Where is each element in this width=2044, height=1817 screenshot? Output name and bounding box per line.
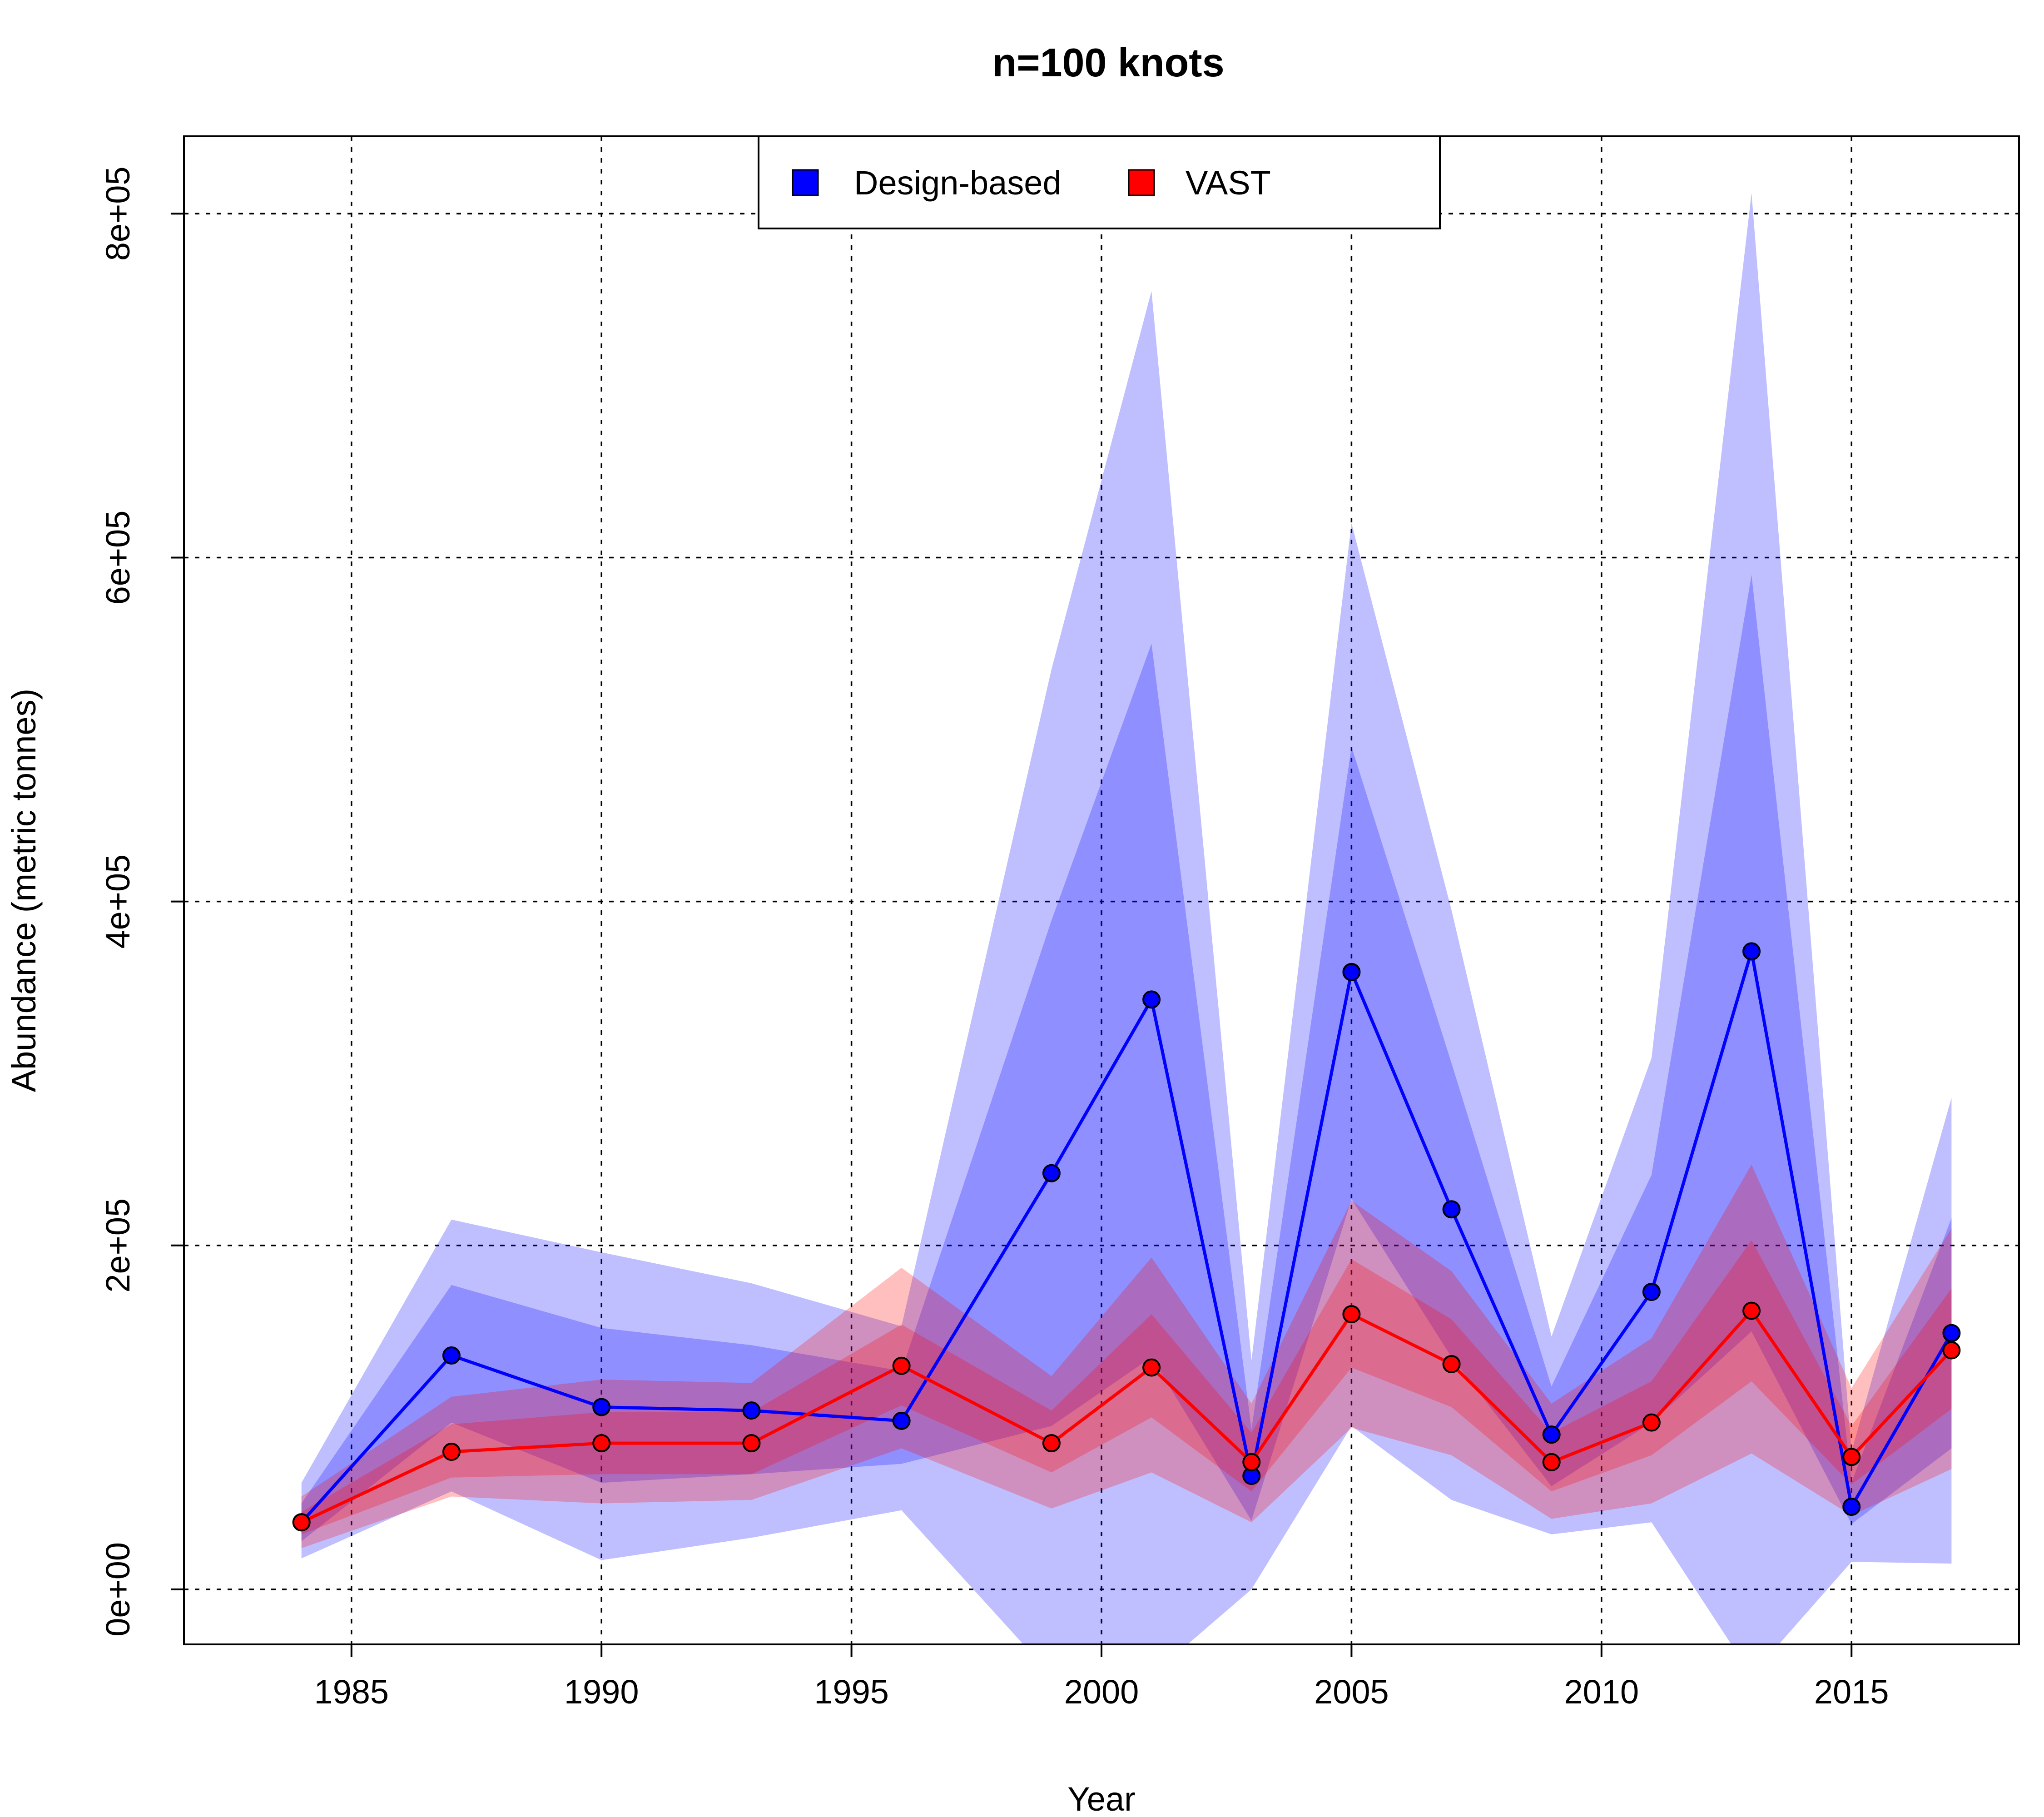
- x-tick-label: 1985: [314, 1673, 389, 1711]
- data-point-design-based: [592, 1398, 611, 1416]
- legend-box: [758, 135, 1441, 229]
- inner-band-design-based: [301, 575, 1952, 1541]
- data-point-design-based: [1342, 963, 1361, 981]
- data-point-vast: [592, 1434, 611, 1453]
- data-point-vast: [892, 1356, 911, 1375]
- data-point-vast: [1142, 1358, 1161, 1377]
- y-tick-label: 0e+00: [99, 1542, 137, 1637]
- x-tick-label: 2015: [1814, 1673, 1889, 1711]
- data-point-vast: [1342, 1305, 1361, 1324]
- data-point-vast: [1242, 1453, 1261, 1471]
- data-point-design-based: [1942, 1324, 1961, 1342]
- chart-title: n=100 knots: [992, 40, 1224, 85]
- data-point-design-based: [442, 1346, 461, 1365]
- data-point-design-based: [1542, 1425, 1561, 1444]
- x-tick-label: 1995: [814, 1673, 889, 1711]
- data-point-design-based: [1142, 990, 1161, 1009]
- x-axis-label: Year: [1067, 1780, 1136, 1817]
- data-point-design-based: [892, 1411, 911, 1430]
- data-point-design-based: [1442, 1200, 1461, 1219]
- y-tick-label: 8e+05: [99, 166, 137, 261]
- outer-band-vast: [301, 1164, 1952, 1548]
- x-tick-label: 2005: [1314, 1673, 1389, 1711]
- series-points: [292, 942, 1961, 1532]
- data-point-vast: [1842, 1448, 1861, 1466]
- data-point-vast: [1042, 1434, 1061, 1453]
- x-tick-label: 1990: [564, 1673, 639, 1711]
- data-point-design-based: [1842, 1498, 1861, 1516]
- y-tick-label: 4e+05: [99, 854, 137, 949]
- data-point-design-based: [1742, 942, 1761, 961]
- legend: Design-based VAST: [758, 135, 1441, 229]
- y-tick-label: 6e+05: [99, 511, 137, 605]
- data-point-vast: [1942, 1341, 1961, 1360]
- data-point-design-based: [742, 1401, 761, 1420]
- legend-label-vast: VAST: [1186, 164, 1271, 202]
- legend-swatch-design-based: [792, 169, 819, 196]
- outer-band-design-based: [301, 193, 1952, 1644]
- data-point-vast: [1642, 1413, 1661, 1432]
- data-point-vast: [742, 1434, 761, 1453]
- y-axis: 0e+00 2e+05 4e+05 6e+05 8e+05: [99, 166, 184, 1637]
- data-point-vast: [442, 1443, 461, 1461]
- data-point-design-based: [1042, 1164, 1061, 1182]
- y-tick-label: 2e+05: [99, 1198, 137, 1293]
- data-point-vast: [1442, 1355, 1461, 1373]
- y-axis-label: Abundance (metric tonnes): [5, 689, 43, 1092]
- x-axis: 1985 1990 1995 2000 2005 2010 2015: [314, 1644, 1889, 1711]
- data-point-design-based: [1642, 1282, 1661, 1301]
- x-tick-label: 2000: [1064, 1673, 1139, 1711]
- legend-label-design-based: Design-based: [854, 164, 1062, 202]
- legend-swatch-vast: [1128, 169, 1155, 196]
- data-point-vast: [1742, 1301, 1761, 1320]
- grid-lines: [184, 136, 2019, 1644]
- x-tick-label: 2010: [1564, 1673, 1639, 1711]
- data-point-vast: [292, 1513, 311, 1532]
- data-point-vast: [1542, 1453, 1561, 1471]
